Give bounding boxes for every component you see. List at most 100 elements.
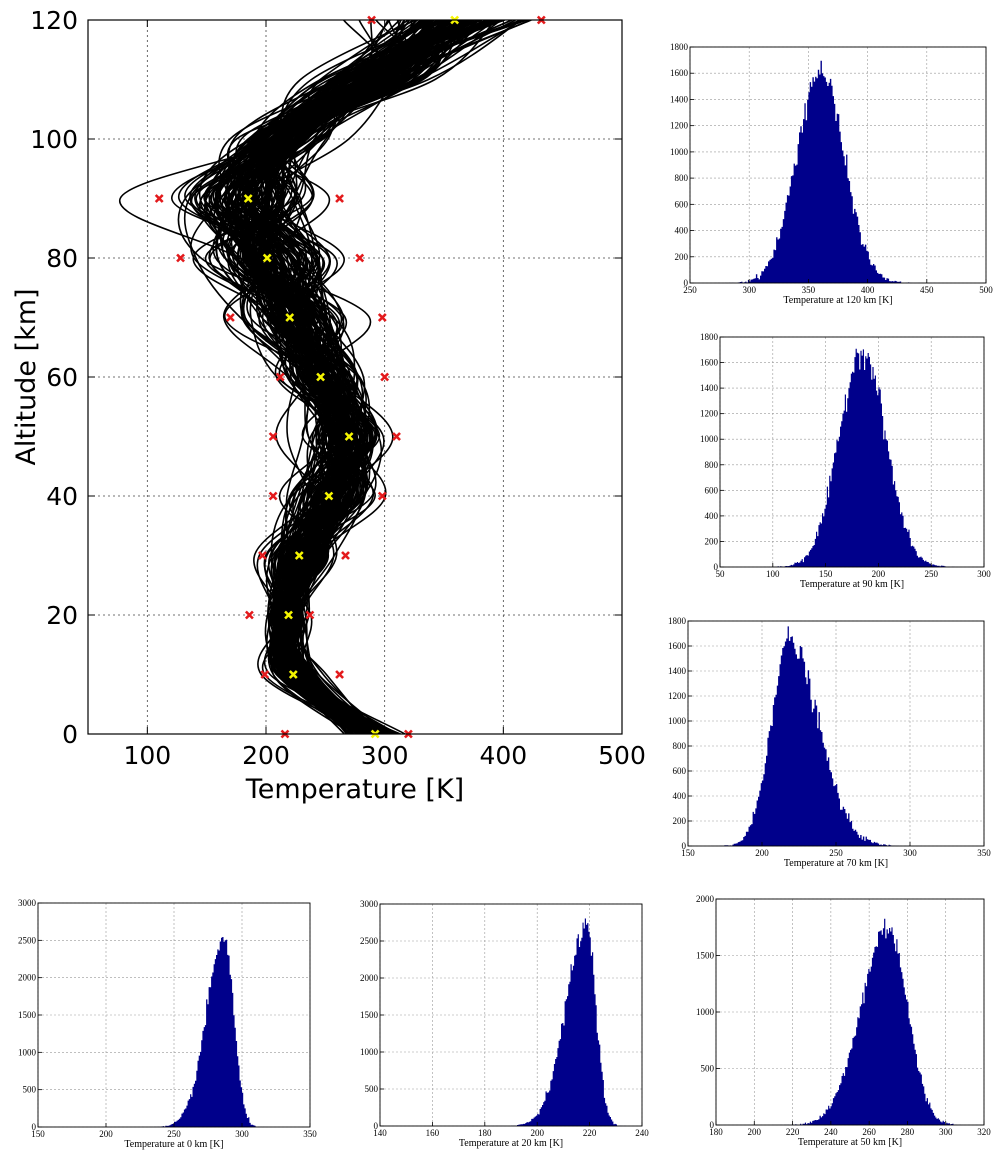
x-tick-label: 180 <box>709 1127 723 1137</box>
x-tick-label: 200 <box>530 1128 544 1138</box>
upper-bound-marker <box>377 491 387 501</box>
x-tick-label: 250 <box>829 848 843 858</box>
x-tick-label: 320 <box>977 1127 991 1137</box>
y-tick-label: 600 <box>673 766 687 776</box>
y-axis-label: Altitude [km] <box>11 288 42 465</box>
x-tick-label: 400 <box>479 741 527 770</box>
plot-frame <box>719 336 985 568</box>
y-tick-label: 80 <box>46 244 78 273</box>
x-tick-label: 500 <box>979 285 993 295</box>
y-tick-label: 600 <box>675 199 689 209</box>
y-tick-label: 800 <box>675 173 689 183</box>
x-tick-label: 150 <box>819 569 833 579</box>
profile-line <box>183 20 481 734</box>
y-tick-label: 400 <box>675 226 689 236</box>
upper-bound-marker <box>335 194 344 203</box>
y-tick-label: 1000 <box>696 1007 715 1017</box>
histogram-bars <box>690 60 986 284</box>
x-tick-label: 240 <box>635 1128 649 1138</box>
lower-bound-marker <box>244 610 254 620</box>
y-tick-label: 60 <box>46 363 78 392</box>
lower-bound-marker <box>268 432 278 441</box>
x-axis-label: Temperature at 70 km [K] <box>784 858 888 869</box>
y-tick-label: 1000 <box>668 716 687 726</box>
x-tick-label: 200 <box>755 848 769 858</box>
x-axis-label: Temperature at 0 km [K] <box>124 1139 223 1150</box>
y-tick-label: 1400 <box>670 94 689 104</box>
y-tick-label: 1200 <box>700 409 719 419</box>
mean-marker <box>294 551 304 560</box>
profile-line <box>233 20 528 734</box>
x-tick-label: 250 <box>924 569 938 579</box>
y-tick-label: 0 <box>62 720 78 749</box>
upper-bound-marker <box>355 253 365 263</box>
y-tick-label: 1600 <box>668 641 687 651</box>
x-tick-label: 100 <box>766 569 780 579</box>
x-tick-label: 50 <box>716 569 726 579</box>
x-tick-label: 250 <box>683 285 697 295</box>
mean-marker <box>243 194 253 203</box>
y-tick-label: 200 <box>705 536 719 546</box>
y-tick-label: 200 <box>673 816 687 826</box>
x-tick-label: 240 <box>824 1127 838 1137</box>
y-tick-label: 0 <box>684 278 689 288</box>
x-axis-label: Temperature at 20 km [K] <box>459 1138 563 1149</box>
y-tick-label: 20 <box>46 601 78 630</box>
y-tick-label: 1200 <box>668 691 687 701</box>
y-tick-label: 400 <box>705 511 719 521</box>
x-tick-label: 200 <box>242 741 290 770</box>
histogram-bars <box>688 626 984 846</box>
x-tick-label: 350 <box>802 285 816 295</box>
upper-bound-marker <box>377 313 387 322</box>
y-tick-label: 500 <box>23 1085 37 1095</box>
x-tick-label: 300 <box>235 1129 249 1139</box>
mean-marker <box>344 432 354 441</box>
histogram-hist20: 140 160 180 200 220 240 0 500 1000 1500 2000 2500 30… <box>360 899 649 1149</box>
histogram-bars <box>716 918 984 1125</box>
y-tick-label: 1800 <box>668 616 687 626</box>
x-tick-label: 200 <box>872 569 886 579</box>
histogram-hist90: 50 100 150 200 250 300 0 200 400 600 800 1000 1200 14… <box>700 332 991 590</box>
x-tick-label: 300 <box>742 285 756 295</box>
histogram-bars <box>380 918 642 1126</box>
lower-bound-marker <box>154 194 164 203</box>
x-tick-label: 450 <box>920 285 934 295</box>
y-tick-label: 0 <box>374 1121 379 1131</box>
mean-marker <box>316 372 326 382</box>
x-tick-label: 300 <box>939 1127 953 1137</box>
lower-bound-marker <box>268 491 278 501</box>
y-tick-label: 600 <box>705 485 719 495</box>
y-tick-label: 0 <box>714 562 719 572</box>
y-tick-label: 1800 <box>700 332 719 342</box>
profile-line <box>227 20 453 734</box>
histogram-hist120: 250 300 350 400 450 500 0 200 400 600 800 1000 1200 1… <box>670 42 993 306</box>
x-axis-label: Temperature [K] <box>245 774 464 805</box>
y-tick-label: 2500 <box>360 936 379 946</box>
y-tick-label: 1400 <box>668 666 687 676</box>
y-tick-label: 500 <box>365 1084 379 1094</box>
x-tick-label: 160 <box>426 1128 440 1138</box>
y-tick-label: 2000 <box>696 894 715 904</box>
y-tick-label: 1500 <box>360 1010 379 1020</box>
profile-line <box>251 20 497 734</box>
y-tick-label: 1500 <box>18 1010 37 1020</box>
y-tick-label: 1600 <box>700 358 719 368</box>
y-tick-label: 0 <box>682 841 687 851</box>
profile-line <box>260 20 441 734</box>
lower-bound-marker <box>225 313 235 322</box>
x-tick-label: 300 <box>977 569 991 579</box>
y-tick-label: 0 <box>32 1122 37 1132</box>
y-tick-label: 2000 <box>18 973 37 983</box>
y-tick-label: 3000 <box>360 899 379 909</box>
upper-bound-marker <box>380 372 390 382</box>
x-tick-label: 200 <box>748 1127 762 1137</box>
x-tick-label: 220 <box>786 1127 800 1137</box>
plot-frame <box>689 46 987 284</box>
x-tick-label: 100 <box>123 741 171 770</box>
upper-bound-marker <box>392 432 401 441</box>
lower-bound-marker <box>275 372 285 382</box>
x-tick-label: 250 <box>167 1129 181 1139</box>
mean-marker <box>284 610 293 620</box>
x-tick-label: 350 <box>303 1129 317 1139</box>
